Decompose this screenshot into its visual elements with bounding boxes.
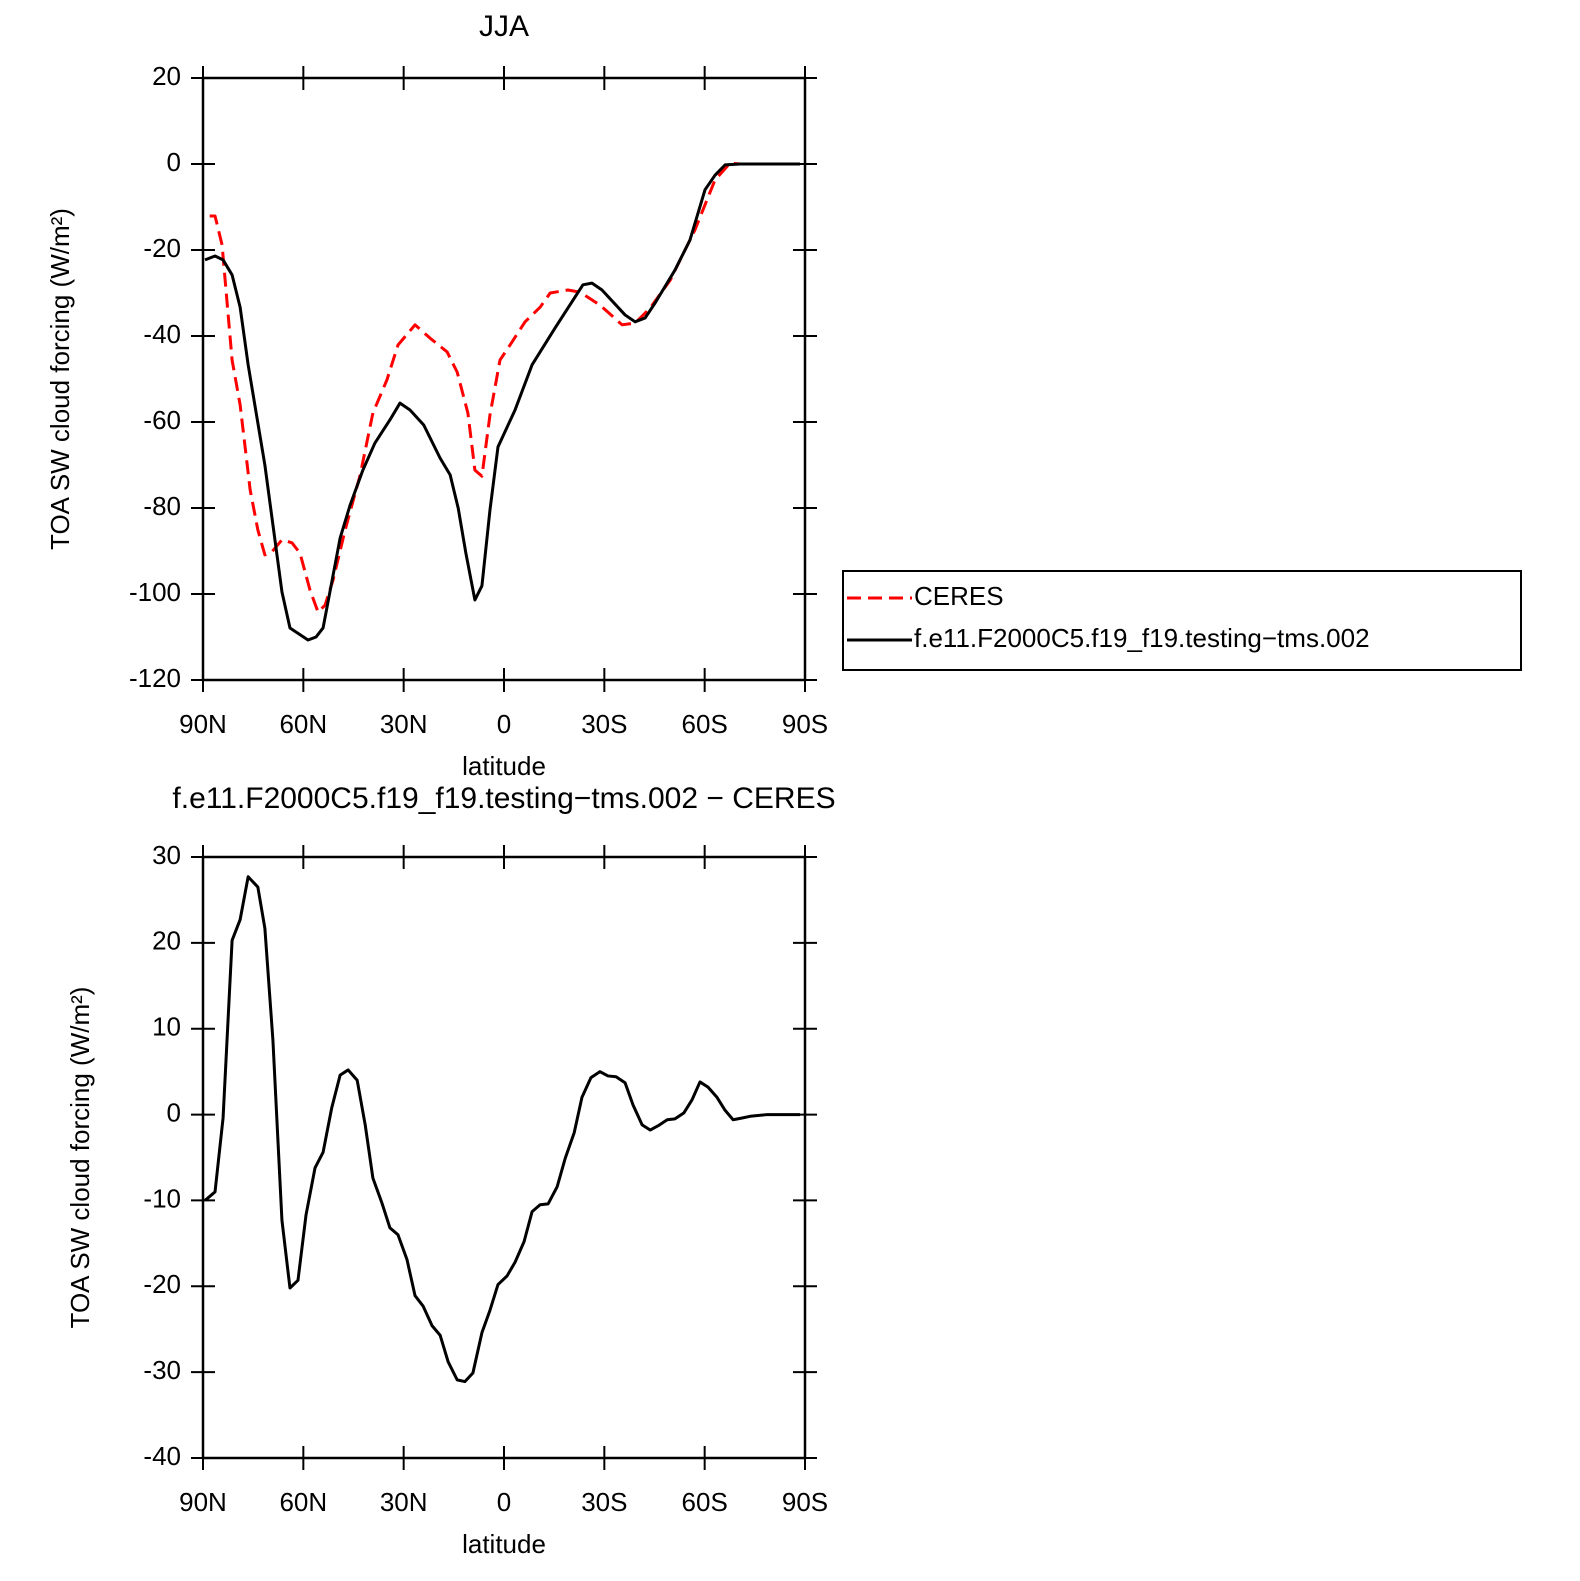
x-tick-label: 0 <box>497 709 511 739</box>
y-axis-label: TOA SW cloud forcing (W/m²) <box>45 208 75 550</box>
y-tick-label: 20 <box>152 61 181 91</box>
x-tick-label: 90S <box>782 1487 828 1517</box>
y-tick-label: -40 <box>143 319 181 349</box>
y-tick-label: -60 <box>143 405 181 435</box>
y-tick-label: 20 <box>152 926 181 956</box>
x-tick-label: 60N <box>279 709 327 739</box>
y-tick-label: 30 <box>152 840 181 870</box>
x-tick-label: 90N <box>179 709 227 739</box>
y-tick-label: -20 <box>143 233 181 263</box>
x-tick-label: 30N <box>380 1487 428 1517</box>
x-tick-label: 30S <box>581 709 627 739</box>
y-tick-label: 0 <box>167 147 181 177</box>
y-tick-label: 0 <box>167 1097 181 1127</box>
y-tick-label: 10 <box>152 1012 181 1042</box>
x-axis-label: latitude <box>462 1529 546 1559</box>
data-line <box>209 161 800 614</box>
chart-title: f.e11.F2000C5.f19_f19.testing−tms.002 − … <box>172 782 835 815</box>
y-tick-label: -30 <box>143 1355 181 1385</box>
legend-label: CERES <box>914 581 1004 611</box>
y-tick-label: -20 <box>143 1269 181 1299</box>
data-line <box>204 875 800 1384</box>
legend-box <box>842 570 1522 671</box>
x-tick-label: 60S <box>682 709 728 739</box>
y-axis-label: TOA SW cloud forcing (W/m²) <box>65 987 95 1329</box>
x-tick-label: 0 <box>497 1487 511 1517</box>
chart-title: JJA <box>479 10 529 43</box>
data-line <box>204 162 800 642</box>
x-tick-label: 60S <box>682 1487 728 1517</box>
x-tick-label: 60N <box>279 1487 327 1517</box>
plot-frame <box>201 76 807 682</box>
x-tick-label: 90N <box>179 1487 227 1517</box>
plot-frame <box>201 855 807 1460</box>
y-tick-label: -80 <box>143 491 181 521</box>
x-tick-label: 90S <box>782 709 828 739</box>
x-axis-label: latitude <box>462 751 546 781</box>
y-tick-label: -120 <box>129 663 181 693</box>
x-tick-label: 30N <box>380 709 428 739</box>
x-tick-label: 30S <box>581 1487 627 1517</box>
y-tick-label: -10 <box>143 1183 181 1213</box>
y-tick-label: -100 <box>129 577 181 607</box>
y-tick-label: -40 <box>143 1441 181 1471</box>
legend-label: f.e11.F2000C5.f19_f19.testing−tms.002 <box>914 623 1370 653</box>
